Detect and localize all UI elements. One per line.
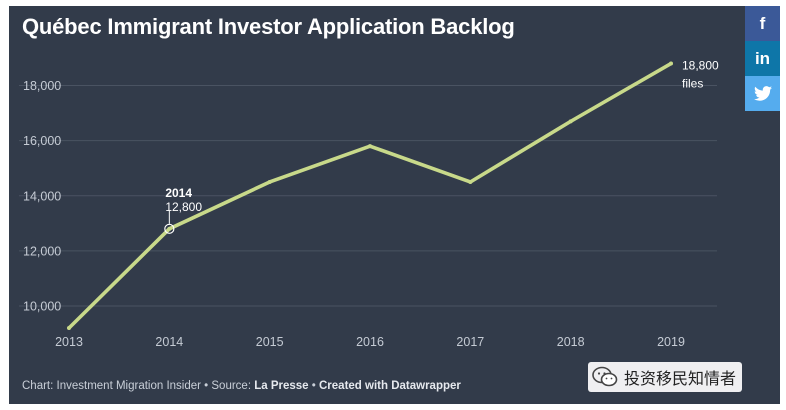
- chart-title: Québec Immigrant Investor Application Ba…: [22, 14, 515, 39]
- annotation-label-value: 12,800: [165, 200, 202, 214]
- x-tick-label: 2018: [557, 335, 585, 349]
- wechat-watermark: 投资移民知情者: [588, 362, 743, 392]
- share-buttons: f in: [745, 6, 780, 111]
- x-tick-label: 2019: [657, 335, 685, 349]
- x-axis-ticks: 2013 2014 2015 2016 2017 2018 2019: [55, 335, 685, 349]
- series-lines: [67, 61, 673, 330]
- x-tick-label: 2015: [256, 335, 284, 349]
- footer-credit: Chart: Investment Migration Insider • So…: [22, 380, 255, 392]
- y-tick-label: 16,000: [23, 134, 61, 148]
- footer-source: La Presse: [254, 380, 309, 392]
- y-tick-label: 18,000: [23, 79, 61, 93]
- y-axis-ticks: 10,000 12,000 14,000 16,000 18,000: [23, 79, 61, 313]
- data-point: [468, 179, 473, 184]
- y-tick-label: 14,000: [23, 189, 61, 203]
- linkedin-icon: in: [754, 48, 771, 68]
- facebook-share-button[interactable]: f: [745, 6, 780, 41]
- x-tick-label: 2017: [456, 335, 484, 349]
- end-label-unit: files: [682, 77, 703, 91]
- twitter-icon: [753, 86, 772, 101]
- wechat-icon: [592, 366, 618, 387]
- data-point: [669, 61, 673, 66]
- annotation-marker: [164, 223, 175, 234]
- y-tick-label: 12,000: [23, 244, 61, 258]
- data-point: [267, 179, 272, 184]
- data-point: [368, 144, 372, 149]
- chart-footer: Chart: Investment Migration Insider • So…: [22, 380, 461, 392]
- twitter-share-button[interactable]: [745, 76, 780, 111]
- linkedin-share-button[interactable]: in: [745, 41, 780, 76]
- footer-separator: •: [308, 380, 319, 392]
- facebook-icon: f: [759, 13, 766, 33]
- watermark-text: 投资移民知情者: [624, 369, 737, 388]
- x-tick-label: 2013: [55, 335, 83, 349]
- end-label-value: 18,800: [682, 59, 719, 73]
- annotation-label-year: 2014: [165, 186, 192, 200]
- x-tick-label: 2016: [356, 335, 384, 349]
- x-tick-label: 2014: [155, 335, 183, 349]
- data-point: [568, 119, 573, 124]
- data-point: [67, 326, 71, 330]
- grid-lines: [19, 85, 717, 307]
- y-tick-label: 10,000: [23, 299, 61, 313]
- footer-created-with[interactable]: Created with Datawrapper: [319, 380, 461, 392]
- data-point: [167, 226, 172, 231]
- chart-card: Québec Immigrant Investor Application Ba…: [9, 6, 780, 404]
